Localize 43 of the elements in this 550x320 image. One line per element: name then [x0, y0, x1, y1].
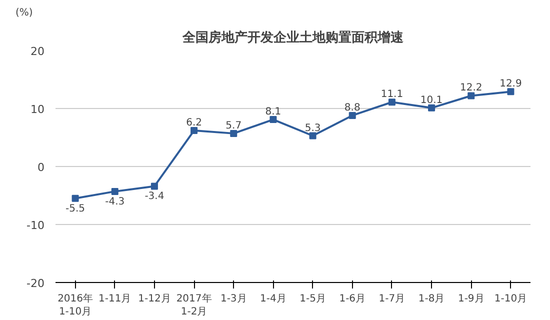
y-tick-label: 20 [30, 45, 45, 58]
data-label: 5.3 [304, 122, 321, 134]
point [348, 112, 356, 119]
x-tick-label: 1-10月 [494, 294, 528, 304]
point [230, 130, 238, 137]
point [468, 92, 475, 100]
point [72, 194, 79, 202]
y-tick-label: -10 [26, 219, 44, 232]
data-label: -5.5 [66, 203, 86, 214]
point [388, 98, 396, 106]
y-tick-label: 0 [38, 161, 44, 174]
data-label: 8.8 [344, 102, 360, 114]
point [428, 104, 436, 112]
x-tick-label: 1-9月 [458, 294, 484, 304]
x-tick-label: 1-11月 [98, 294, 132, 304]
point [150, 182, 158, 190]
data-label: 6.2 [186, 118, 202, 129]
point [190, 127, 198, 134]
point [270, 116, 277, 124]
y-tick-label: 10 [30, 103, 45, 116]
data-label: -3.4 [144, 191, 164, 202]
x-tick-label: 2016年 1-10月 [58, 292, 94, 318]
point [111, 188, 118, 195]
x-tick-label: 1-12月 [138, 294, 171, 304]
data-label: 8.1 [265, 106, 282, 118]
x-tick-label: 1-3月 [220, 294, 247, 304]
point [507, 88, 514, 96]
point [309, 132, 316, 140]
data-label: 5.7 [226, 120, 242, 132]
y-tick-label: -20 [26, 277, 44, 290]
data-label: 12.9 [500, 78, 522, 90]
data-label: 10.1 [420, 94, 443, 106]
data-label: -4.3 [105, 196, 125, 208]
x-tick-label: 2017年 1-2月 [176, 292, 212, 318]
y-axis-title: (%) [16, 8, 33, 18]
chart-title: 全国房地产开发企业土地购置面积增速 [182, 30, 404, 46]
x-tick-label: 1-4月 [260, 294, 286, 304]
x-tick-label: 1-7月 [378, 294, 406, 304]
x-tick-label: 1-6月 [339, 294, 366, 304]
x-tick-label: 1-8月 [418, 294, 445, 304]
x-tick-label: 1-5月 [300, 294, 326, 304]
data-label: 12.2 [460, 82, 482, 94]
data-label: 11.1 [380, 89, 404, 100]
